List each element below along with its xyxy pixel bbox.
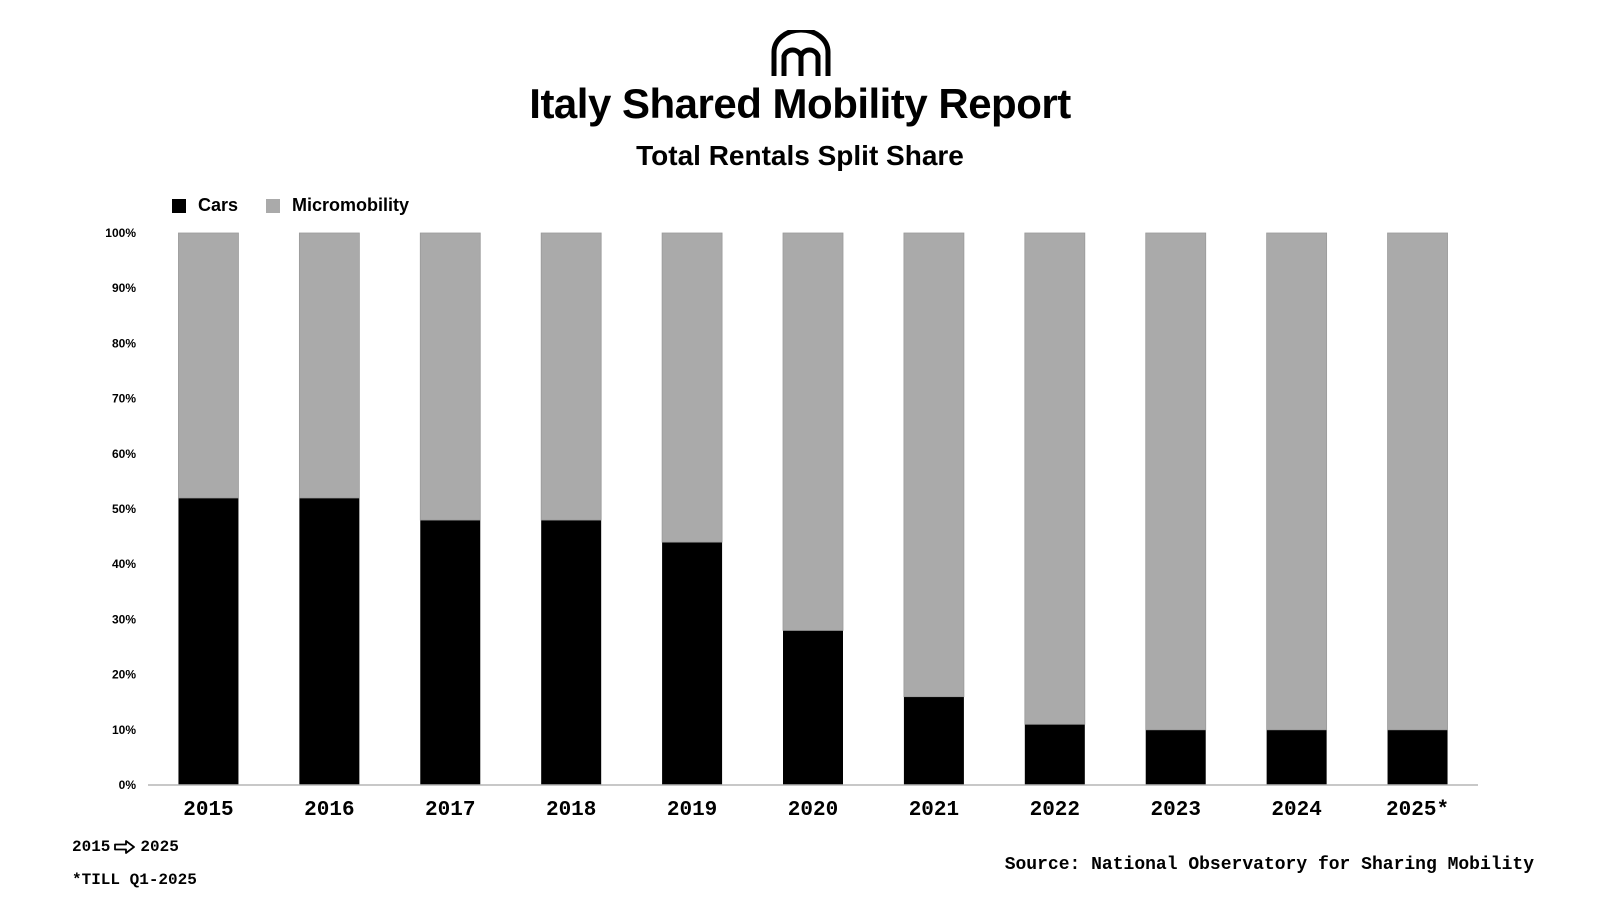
bar-cars-2018: [541, 520, 602, 785]
footnote: *TILL Q1-2025: [72, 871, 197, 889]
page-title: Italy Shared Mobility Report: [529, 80, 1071, 127]
x-tick-label: 2016: [304, 799, 354, 822]
bar-micromobility-2024: [1266, 232, 1328, 731]
right-arrow-icon: [114, 840, 136, 854]
bar-micromobility-2022: [1024, 232, 1086, 725]
bar-cars-2022: [1024, 724, 1085, 785]
bar-micromobility-2019: [661, 232, 723, 543]
x-tick-label: 2021: [909, 799, 959, 822]
bar-micromobility-2016: [298, 232, 360, 499]
x-tick-label: 2025*: [1386, 799, 1449, 822]
bar-micromobility-2017: [419, 232, 481, 521]
legend-swatch-micromobility: [266, 198, 281, 213]
y-tick-label: 30%: [112, 612, 136, 626]
x-tick-label: 2019: [667, 799, 717, 822]
bar-micromobility-2021: [903, 232, 965, 698]
source-credit: Source: National Observatory for Sharing…: [1004, 855, 1534, 875]
legend-swatch-cars: [172, 198, 186, 213]
bar-micromobility-2025: [1387, 232, 1448, 731]
y-tick-label: 40%: [112, 557, 136, 571]
bar-cars-2017: [420, 520, 481, 785]
y-tick-label: 70%: [112, 392, 136, 406]
bar-cars-2015: [178, 497, 239, 785]
y-tick-label: 80%: [112, 336, 136, 350]
y-tick-label: 20%: [112, 668, 136, 682]
bar-cars-2024: [1266, 729, 1327, 785]
y-tick-label: 50%: [112, 502, 136, 516]
bar-cars-2021: [903, 696, 964, 785]
bar-micromobility-2020: [782, 232, 844, 631]
x-tick-label: 2022: [1030, 799, 1080, 822]
legend-item-micromobility: Micromobility: [266, 195, 409, 216]
bar-cars-2016: [299, 497, 360, 785]
chart-legend: Cars Micromobility: [172, 195, 437, 216]
legend-label-micromobility: Micromobility: [292, 195, 410, 215]
y-tick-label: 100%: [105, 226, 136, 240]
x-tick-label: 2024: [1271, 799, 1321, 822]
bar-cars-2020: [783, 630, 843, 785]
legend-item-cars: Cars: [172, 195, 238, 216]
y-tick-label: 10%: [112, 723, 136, 737]
x-tick-label: 2020: [788, 799, 838, 822]
x-tick-label: 2017: [425, 799, 475, 822]
chart-subtitle: Total Rentals Split Share: [636, 140, 964, 171]
bar-micromobility-2015: [178, 232, 239, 499]
bar-cars-2019: [662, 542, 723, 785]
year-range: 2015 2025: [72, 838, 179, 856]
x-tick-label: 2018: [546, 799, 596, 822]
bar-cars-2023: [1145, 729, 1206, 785]
y-tick-label: 0%: [119, 778, 137, 792]
stacked-bar-chart: 0% 10% 20% 30% 40% 50% 60% 70% 80% 90% 100% 2015 201…: [105, 226, 1478, 822]
year-range-start: 2015: [72, 838, 111, 856]
x-tick-label: 2023: [1151, 799, 1201, 822]
legend-label-cars: Cars: [198, 195, 239, 215]
x-tick-label: 2015: [183, 799, 233, 822]
bar-micromobility-2023: [1145, 232, 1207, 731]
bar-cars-2025: [1387, 729, 1448, 785]
y-tick-label: 90%: [112, 281, 136, 295]
mobility-arches-icon: [771, 30, 831, 76]
y-tick-label: 60%: [112, 447, 136, 461]
year-range-end: 2025: [140, 838, 179, 856]
bar-micromobility-2018: [540, 232, 602, 521]
